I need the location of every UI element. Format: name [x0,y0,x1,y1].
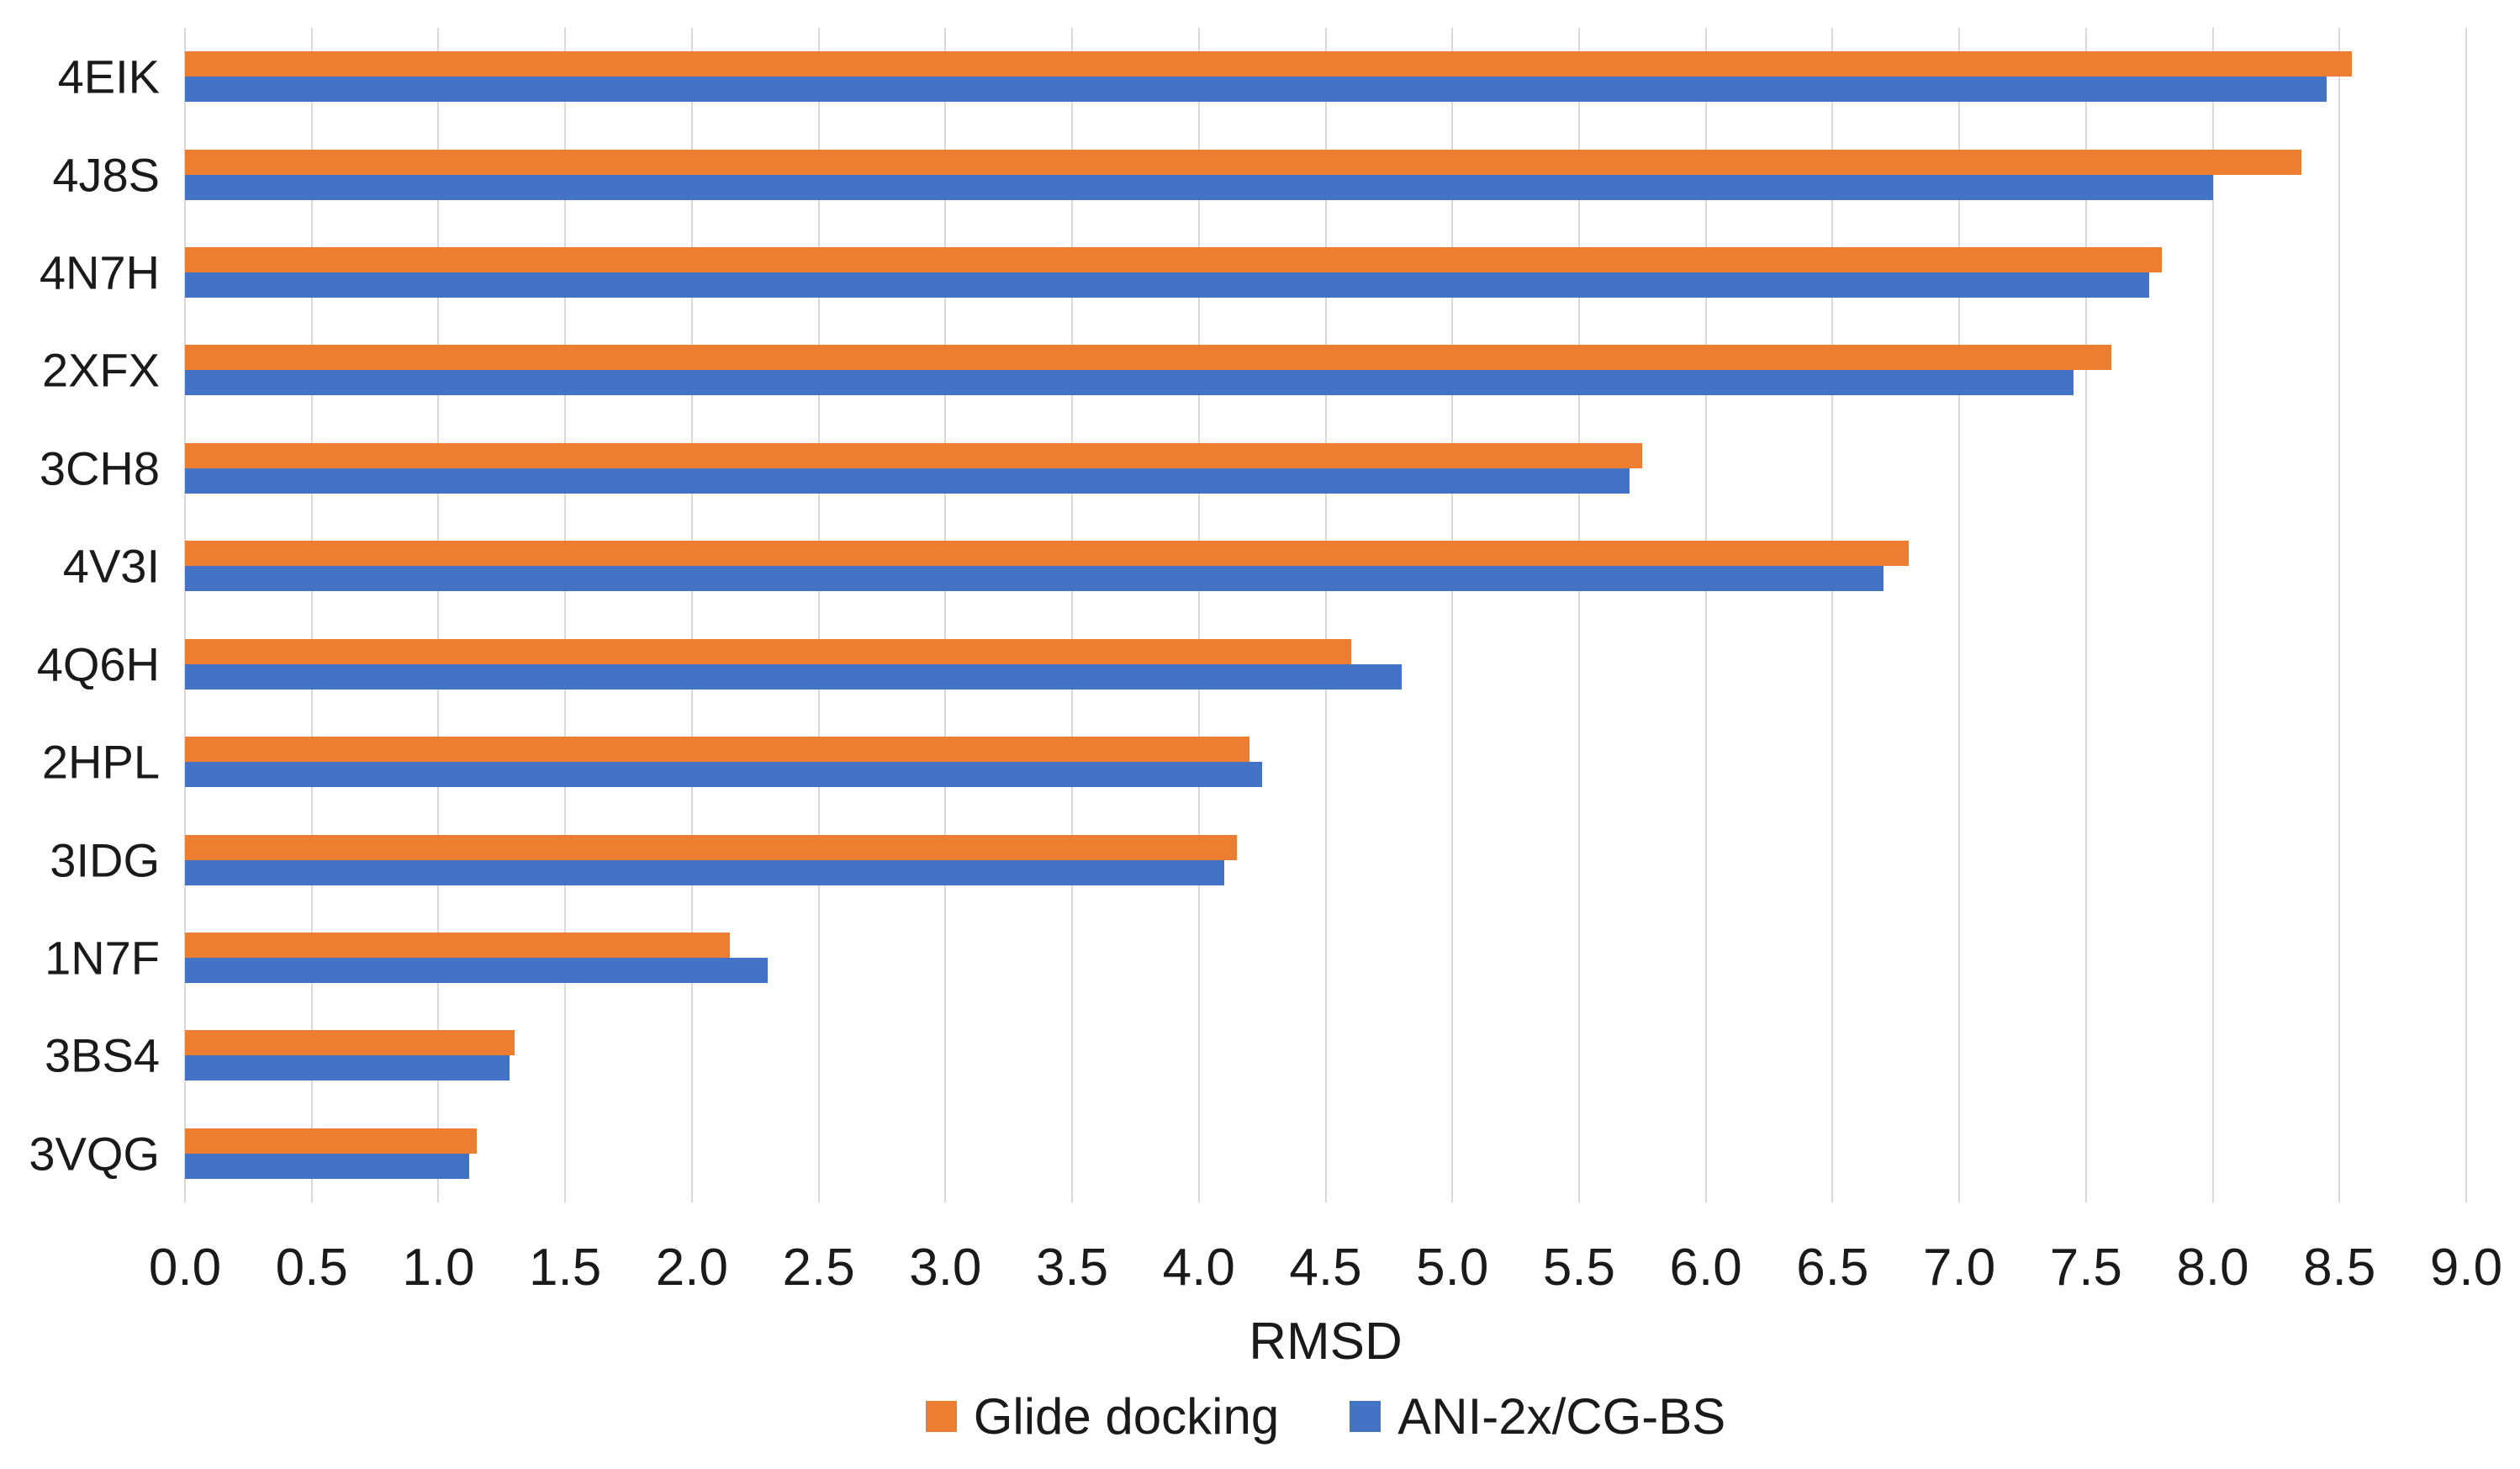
bar-4N7H-glide-docking [185,247,2163,273]
x-tick-label: 6.5 [1796,1239,1869,1297]
bar-4EIK-ani-2x-cg-bs [185,77,2327,103]
bar-row-3VQG [185,1105,2466,1202]
category-label-4Q6H: 4Q6H [36,637,160,691]
gridline-8.0 [2211,28,2214,1202]
bar-4V3I-ani-2x-cg-bs [185,566,1883,592]
bar-4J8S-ani-2x-cg-bs [185,174,2213,200]
gridline-1.5 [564,28,567,1202]
bar-row-3BS4 [185,1007,2466,1104]
bar-3CH8-glide-docking [185,442,1643,468]
category-axis: 4EIK 4J8S 4N7H 2XFX 3CH8 4V3I 4Q6H 2HPL 3IDG 1N7F… [0,28,160,1202]
bar-row-2HPL [185,713,2466,811]
x-tick-label: 1.5 [529,1239,602,1297]
bar-1N7F-ani-2x-cg-bs [185,957,769,983]
bar-3CH8-ani-2x-cg-bs [185,468,1630,494]
x-tick-label: 2.5 [782,1239,855,1297]
category-label-3IDG: 3IDG [50,833,160,887]
category-label-4EIK: 4EIK [57,50,160,103]
gridline-3.0 [944,28,947,1202]
legend-swatch-icon [1350,1401,1382,1432]
bar-row-3IDG [185,811,2466,908]
gridline-6.5 [1831,28,1834,1202]
gridline-7.5 [2084,28,2087,1202]
bar-row-2XFX [185,321,2466,419]
category-label-4N7H: 4N7H [39,246,160,299]
x-tick-label: 3.0 [909,1239,982,1297]
legend-item-ani-2x-cg-bs: ANI-2x/CG-BS [1350,1387,1725,1445]
x-axis-ticks: 0.0 0.5 1.0 1.5 2.0 2.5 3.0 3.5 4.0 4.5 5.0 5.5 6.0 6… [149,1238,2502,1298]
x-tick-label: 6.0 [1669,1239,1742,1297]
category-label-3VQG: 3VQG [29,1127,160,1181]
gridline-6.0 [1704,28,1707,1202]
gridline-8.5 [2338,28,2341,1202]
x-axis-title: RMSD [1249,1313,1403,1371]
bar-3VQG-ani-2x-cg-bs [185,1153,469,1179]
gridline-2.0 [690,28,693,1202]
x-tick-label: 0.5 [275,1239,348,1297]
x-tick-label: 1.0 [402,1239,475,1297]
gridline-0.0 [184,28,186,1202]
gridline-7.0 [1958,28,1961,1202]
bar-4Q6H-glide-docking [185,638,1351,664]
bar-row-4V3I [185,517,2466,615]
bar-3VQG-glide-docking [185,1128,477,1154]
category-label-3CH8: 3CH8 [39,441,160,495]
gridline-2.5 [817,28,820,1202]
x-tick-label: 3.5 [1035,1239,1109,1297]
x-tick-label: 5.0 [1416,1239,1489,1297]
category-label-3BS4: 3BS4 [45,1028,160,1082]
bar-2HPL-ani-2x-cg-bs [185,762,1263,788]
bar-3BS4-glide-docking [185,1030,515,1056]
plot-area [184,28,2467,1202]
x-tick-label: 4.0 [1162,1239,1235,1297]
bar-4J8S-glide-docking [185,149,2302,175]
bar-row-1N7F [185,909,2466,1007]
gridline-0.5 [310,28,313,1202]
bar-3IDG-glide-docking [185,834,1237,860]
category-label-1N7F: 1N7F [45,931,160,985]
category-label-4J8S: 4J8S [52,148,160,202]
gridline-3.5 [1071,28,1074,1202]
x-tick-label: 8.5 [2303,1239,2376,1297]
bar-2XFX-ani-2x-cg-bs [185,370,2074,396]
gridline-4.0 [1197,28,1200,1202]
bar-2XFX-glide-docking [185,345,2111,371]
x-tick-label: 7.0 [1923,1239,1996,1297]
gridline-1.0 [437,28,440,1202]
bar-row-4Q6H [185,616,2466,713]
x-tick-label: 5.5 [1542,1239,1616,1297]
x-tick-label: 8.0 [2176,1239,2249,1297]
x-tick-label: 9.0 [2429,1239,2503,1297]
bar-row-4EIK [185,28,2466,125]
bar-4EIK-glide-docking [185,51,2353,77]
gridline-9.0 [2465,28,2467,1202]
legend-label: Glide docking [973,1388,1280,1445]
gridline-5.0 [1451,28,1454,1202]
bar-3BS4-ani-2x-cg-bs [185,1055,510,1081]
bar-row-3CH8 [185,420,2466,517]
legend-item-glide-docking: Glide docking [925,1387,1280,1445]
bar-row-4N7H [185,224,2466,321]
legend-label: ANI-2x/CG-BS [1397,1388,1726,1445]
bar-4N7H-ani-2x-cg-bs [185,272,2150,299]
bar-2HPL-glide-docking [185,737,1250,763]
bar-row-4J8S [185,125,2466,223]
legend: Glide docking ANI-2x/CG-BS [185,1387,2466,1445]
bar-3IDG-ani-2x-cg-bs [185,859,1224,885]
x-tick-label: 7.5 [2049,1239,2122,1297]
x-tick-label: 2.0 [655,1239,728,1297]
x-tick-label: 4.5 [1289,1239,1362,1297]
bar-4V3I-glide-docking [185,541,1909,567]
category-label-4V3I: 4V3I [62,539,160,593]
bar-4Q6H-ani-2x-cg-bs [185,663,1402,690]
category-label-2XFX: 2XFX [41,343,160,397]
x-tick-label: 0.0 [148,1239,222,1297]
gridline-4.5 [1324,28,1327,1202]
bar-1N7F-glide-docking [185,932,731,958]
category-label-2HPL: 2HPL [41,735,160,789]
legend-swatch-icon [925,1401,957,1432]
gridline-5.5 [1577,28,1580,1202]
